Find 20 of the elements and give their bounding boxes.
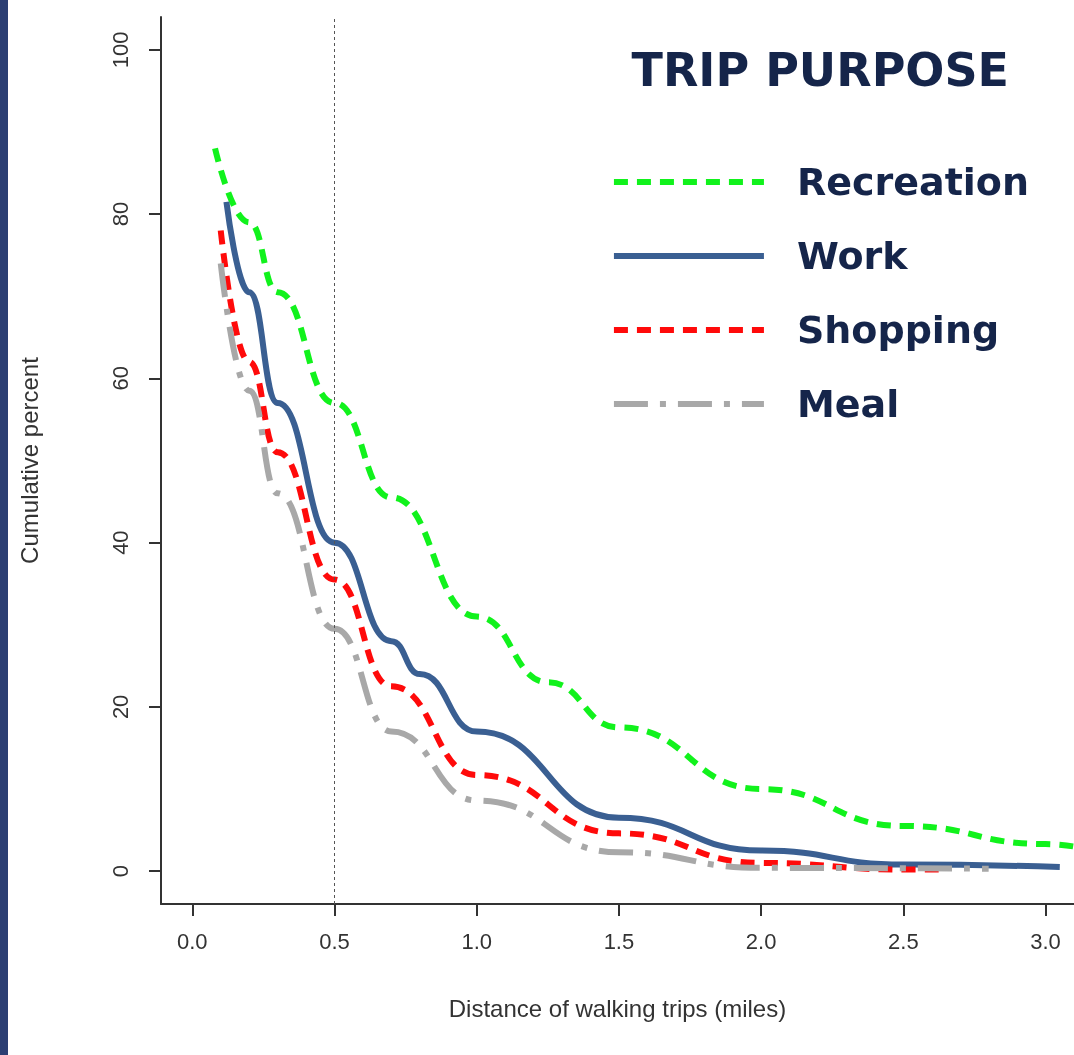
x-tick-label: 3.0: [1030, 928, 1061, 954]
legend-label: Shopping: [796, 308, 1000, 352]
y-tick-label: 80: [107, 201, 133, 227]
y-tick-label: 100: [107, 31, 133, 69]
x-tick-label: 0.0: [176, 928, 208, 954]
x-tick-label: 0.5: [319, 928, 350, 954]
x-tick-label: 1.5: [603, 928, 635, 954]
legend-title: TRIP PURPOSE: [631, 43, 1010, 97]
legend-label: Meal: [796, 382, 900, 426]
x-tick-label: 2.5: [888, 928, 919, 954]
y-tick-label: 0: [107, 865, 133, 878]
legend-label: Work: [796, 234, 909, 278]
y-tick-label: 40: [107, 530, 133, 555]
y-tick-label: 60: [107, 366, 133, 391]
y-tick-label: 20: [107, 694, 133, 720]
x-tick-label: 2.0: [745, 928, 777, 954]
y-axis-title: Cumulative percent: [15, 356, 43, 564]
x-axis-title: Distance of walking trips (miles): [448, 994, 787, 1022]
x-tick-label: 1.0: [461, 928, 493, 954]
legend-label: Recreation: [796, 160, 1030, 204]
